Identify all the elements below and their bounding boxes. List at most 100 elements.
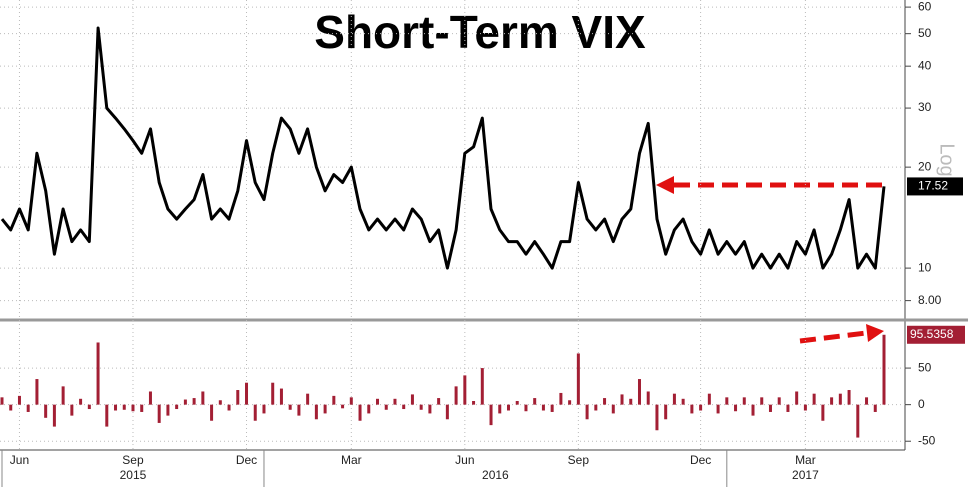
bar <box>428 404 432 414</box>
bar <box>489 404 493 426</box>
bar <box>699 404 703 411</box>
y-tick-label: 0 <box>918 397 925 411</box>
bar <box>838 393 842 405</box>
x-group-label: 2015 <box>120 468 147 482</box>
bar <box>882 334 886 405</box>
bar <box>332 395 336 405</box>
bar <box>245 382 249 405</box>
bar <box>410 394 414 405</box>
bar <box>131 404 135 412</box>
bar <box>367 404 371 414</box>
bar <box>26 404 30 412</box>
bar <box>210 404 214 421</box>
bar <box>629 398 633 405</box>
y-tick-label: 20 <box>918 159 932 173</box>
x-tick-label: Dec <box>236 453 257 467</box>
bar <box>646 391 650 405</box>
bar <box>384 404 388 410</box>
bar <box>603 398 607 405</box>
bar <box>236 390 240 405</box>
bar <box>707 393 711 405</box>
bar <box>655 404 659 431</box>
bar <box>288 404 292 410</box>
bar <box>768 404 772 412</box>
x-tick-label: Mar <box>341 453 362 467</box>
x-tick-label: Dec <box>690 453 711 467</box>
bar <box>742 397 746 405</box>
bar <box>341 404 345 409</box>
bar <box>821 404 825 421</box>
x-group-label: 2016 <box>482 468 509 482</box>
bar <box>795 391 799 405</box>
bar <box>140 404 144 412</box>
y-tick-label: -50 <box>918 433 936 447</box>
bar <box>725 397 729 405</box>
last-value-box <box>907 177 963 196</box>
bar <box>760 397 764 405</box>
y-tick-label: 8.00 <box>918 293 942 307</box>
last-value-box <box>907 325 965 344</box>
bar <box>279 388 283 405</box>
bar <box>148 391 152 405</box>
bar <box>323 404 327 414</box>
y-tick-label: 50 <box>918 26 932 40</box>
bar <box>541 404 545 411</box>
bar <box>803 404 807 411</box>
bar <box>777 397 781 405</box>
bar <box>87 404 91 410</box>
bar <box>498 404 502 414</box>
bar <box>96 342 100 405</box>
bar <box>358 404 362 421</box>
bar <box>437 398 441 405</box>
bar <box>445 404 449 420</box>
bar <box>70 404 74 416</box>
bar <box>594 404 598 411</box>
bar <box>637 379 641 405</box>
x-tick-label: Sep <box>122 453 144 467</box>
bar <box>681 398 685 405</box>
bar <box>716 404 720 414</box>
bar <box>463 375 467 405</box>
bar <box>349 397 353 405</box>
last-value-label: 95.5358 <box>910 327 954 341</box>
bar <box>786 404 790 412</box>
bar <box>306 393 310 405</box>
bar <box>585 404 589 420</box>
y-tick-label: 50 <box>918 360 932 374</box>
y-tick-label: 40 <box>918 58 932 72</box>
bar <box>227 404 231 411</box>
x-tick-label: Mar <box>795 453 816 467</box>
bar <box>480 368 484 405</box>
bar <box>620 394 624 405</box>
bar <box>175 404 179 410</box>
bar <box>533 398 537 405</box>
bar <box>873 404 877 412</box>
annotation-arrows <box>656 176 884 344</box>
bar <box>201 391 205 405</box>
bar <box>611 404 615 414</box>
bar <box>35 379 39 405</box>
bar <box>166 404 170 416</box>
arrow-line <box>799 330 867 344</box>
bar <box>690 404 694 414</box>
bar <box>550 404 554 412</box>
bar <box>314 404 318 420</box>
bar <box>262 404 266 414</box>
last-value-label: 17.52 <box>918 179 948 193</box>
bar <box>672 393 676 405</box>
bar <box>664 404 668 420</box>
bar <box>568 400 572 405</box>
bar <box>79 398 83 405</box>
y-tick-label: 30 <box>918 100 932 114</box>
bar <box>17 395 21 405</box>
x-tick-label: Jun <box>455 453 474 467</box>
bar <box>297 404 301 416</box>
bar <box>183 399 187 405</box>
bar <box>847 390 851 405</box>
bar <box>856 404 860 438</box>
x-group-label: 2017 <box>792 468 819 482</box>
bar <box>253 404 257 421</box>
arrow-head <box>866 324 884 342</box>
bar <box>734 404 738 412</box>
line <box>0 26 886 270</box>
